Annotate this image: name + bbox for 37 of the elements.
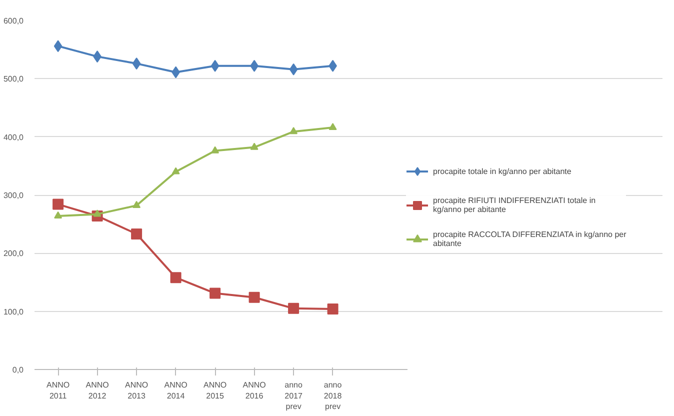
x-tick-label: anno 2018 prev (324, 380, 342, 412)
y-tick-label: 300,0 (3, 191, 24, 200)
point (328, 122, 337, 130)
point (132, 200, 141, 208)
point (327, 304, 338, 315)
point (54, 40, 62, 52)
y-tick-label: 600,0 (3, 16, 24, 26)
y-tick-label: 500,0 (3, 74, 24, 84)
point (250, 142, 258, 150)
point (170, 272, 182, 284)
point (211, 146, 220, 154)
point (52, 198, 64, 210)
point (132, 58, 141, 70)
point (210, 60, 220, 72)
point (131, 228, 142, 240)
x-tick-label: anno 2017 prev (284, 380, 303, 412)
x-tick-label: ANNO 2014 (164, 380, 188, 400)
y-tick-label: 100,0 (3, 307, 24, 316)
point (210, 288, 221, 299)
point (93, 210, 102, 217)
point (288, 302, 300, 314)
x-tick-label: ANNO 2013 (124, 380, 148, 400)
point (54, 211, 62, 218)
legend-label: procapite totale in kg/anno per abitante (433, 166, 572, 176)
point (172, 167, 180, 174)
x-tick-label: ANNO 2016 (242, 380, 266, 400)
x-tick-label: ANNO 2015 (203, 380, 227, 400)
point (248, 292, 260, 303)
y-tick-label: 200,0 (3, 249, 24, 258)
point (289, 63, 298, 76)
legend-label: procapite RIFIUTI INDIFFERENZIATI totale in kg/anno per abitante (433, 196, 596, 214)
legend-label: procapite RACCOLTA DIFFERENZIATA in kg/anno per abitante (433, 230, 626, 248)
x-tick-label: ANNO 2012 (86, 380, 109, 400)
y-tick-label: 0,0 (12, 366, 24, 374)
point (290, 127, 298, 134)
y-tick-label: 400,0 (3, 132, 24, 142)
x-tick-label: ANNO 2011 (46, 380, 70, 400)
